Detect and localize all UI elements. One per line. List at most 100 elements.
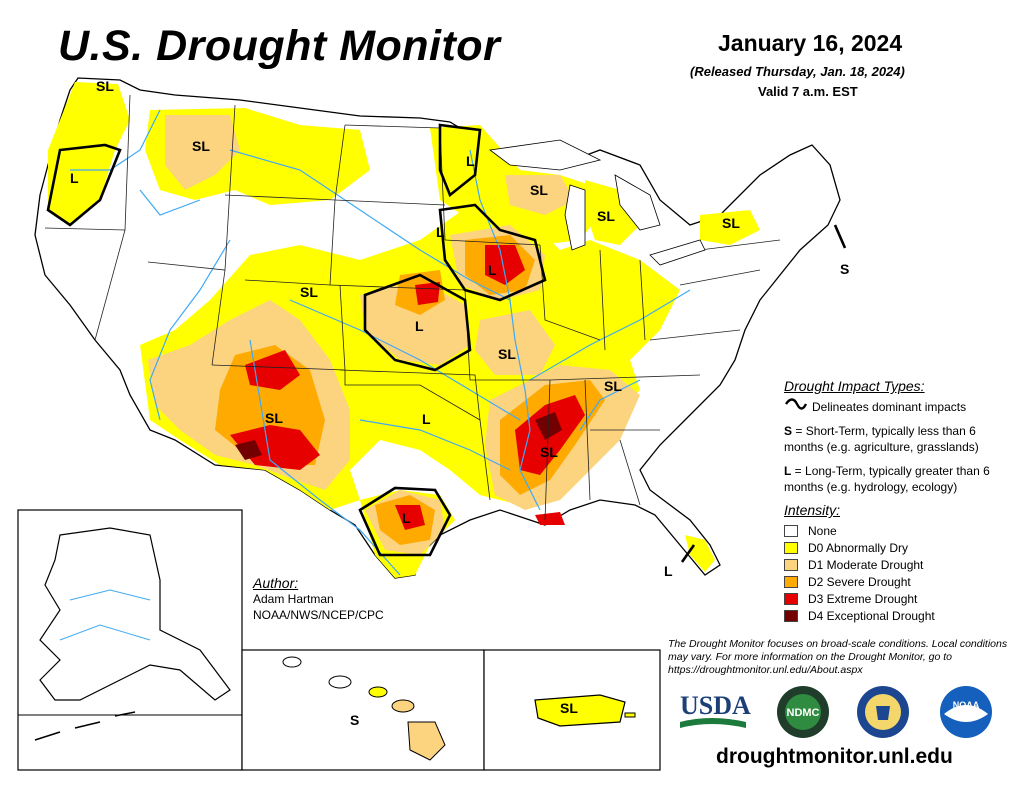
long-term-key: L [784,464,792,478]
hawaii-island [368,686,388,698]
ndmc-center [785,694,821,730]
snake-river [139,189,201,216]
nm-d3-north [245,350,300,390]
partner-logos: USDA NDMC NOAA [680,686,992,738]
alaska-river [59,624,151,641]
usda-logo-text: USDA [680,691,751,720]
label-mo-sl: SL [498,346,516,362]
label-ia-l: L [488,262,497,278]
texas-impact-line [358,486,452,557]
intensity-legend-item: D0 Abnormally Dry [784,539,1014,556]
border-line [444,239,541,246]
ohio-river [529,289,691,381]
ndmc-logo: NDMC [777,686,829,738]
pnw-d0 [48,82,130,225]
border-line [339,369,481,421]
arkansas-river [289,299,521,421]
ny-d0 [700,210,760,245]
colorado-river [149,239,231,421]
noaa-logo: NOAA [940,686,992,738]
border-line [334,199,446,206]
intensity-swatch [784,592,798,605]
valid-time: Valid 7 a.m. EST [758,84,858,99]
website-link[interactable]: droughtmonitor.unl.edu [716,745,953,768]
texas-d3 [395,505,425,530]
great-lakes [488,139,706,266]
hawaii-island [391,699,415,713]
label-ok-l: L [422,411,431,427]
nm-d4 [235,440,262,460]
la-coast-d3 [535,512,565,525]
pr-islet [624,712,636,718]
short-term-desc: S = Short-Term, typically less than 6 mo… [784,423,1016,455]
aleutian-islands [34,711,136,741]
border-line [699,239,781,251]
label-or-l: L [70,170,79,186]
intensity-label: D2 Severe Drought [808,574,911,589]
impact-types-heading: Drought Impact Types: [784,378,925,394]
hawaii-island [328,675,352,689]
delineation-row: Delineates dominant impacts [784,399,1016,415]
d3-areas [230,245,585,530]
border-line [619,439,641,506]
intensity-legend-item: D3 Extreme Drought [784,590,1014,607]
intensity-legend-item: D4 Exceptional Drought [784,607,1014,624]
intensity-label: D3 Extreme Drought [808,591,918,606]
nm-d3-south [230,425,320,470]
intensity-label: D4 Exceptional Drought [808,608,935,623]
intensity-label: D0 Abnormally Dry [808,540,909,555]
intensity-legend: Intensity: None D0 Abnormally Dry D1 Moder… [784,502,1014,624]
label-wi-sl: SL [530,182,548,198]
iowa-d3 [485,245,525,285]
red-river [359,419,511,471]
hawaii-inset [241,649,485,771]
label-mt-sl: SL [192,138,210,154]
alaska-inset [17,509,243,771]
fl-impact-tick [680,544,696,563]
delineation-text: Delineates dominant impacts [812,400,967,414]
map-date: January 16, 2024 [718,30,903,56]
border-line [639,259,646,341]
pr-inset [483,649,661,771]
border-line [544,379,551,521]
short-term-text: = Short-Term, typically less than 6 mont… [784,424,979,454]
ne-d3 [415,282,440,305]
alaska-river [69,589,151,601]
border-line [329,284,466,291]
alaska-outline [39,527,231,701]
montana-d1 [165,115,240,190]
label-ms-sl: SL [540,444,558,460]
author-block: Author: Adam Hartman NOAA/NWS/NCEP/CPC [253,575,384,623]
label-ne-l: L [436,224,445,240]
border-line [679,269,761,286]
puerto-rico [534,694,626,727]
columbia-river [70,109,161,171]
noaa-logo-text: NOAA [953,700,980,710]
long-term-desc: L = Long-Term, typically greater than 6 … [784,463,1016,495]
kansas-impact-line [363,273,472,372]
lake-superior [488,139,602,171]
author-heading: Author: [253,575,299,591]
state-borders [44,94,781,521]
border-line [549,374,701,381]
label-ny-sl: SL [722,215,740,231]
impact-types-legend: Drought Impact Types: Delineates dominan… [784,378,1016,503]
michigan-d0 [585,180,640,245]
ndmc-logo-text: NDMC [787,707,820,719]
label-co-sl: SL [300,284,318,300]
iowa-impact-line [438,203,547,302]
author-org: NOAA/NWS/NCEP/CPC [253,608,384,622]
intensity-swatch [784,575,798,588]
border-line [584,379,591,501]
ne-impact-tick [833,224,847,249]
missouri-river [229,149,511,301]
label-ne-s: S [840,261,850,277]
hawaii-island [282,656,302,668]
rio-grande [249,339,401,576]
border-line [649,329,741,341]
hawaii-big-island [407,721,446,761]
border-line [479,419,491,501]
intensity-list: None D0 Abnormally Dry D1 Moderate Drought… [784,522,1014,624]
commerce-shield-icon [876,706,890,720]
